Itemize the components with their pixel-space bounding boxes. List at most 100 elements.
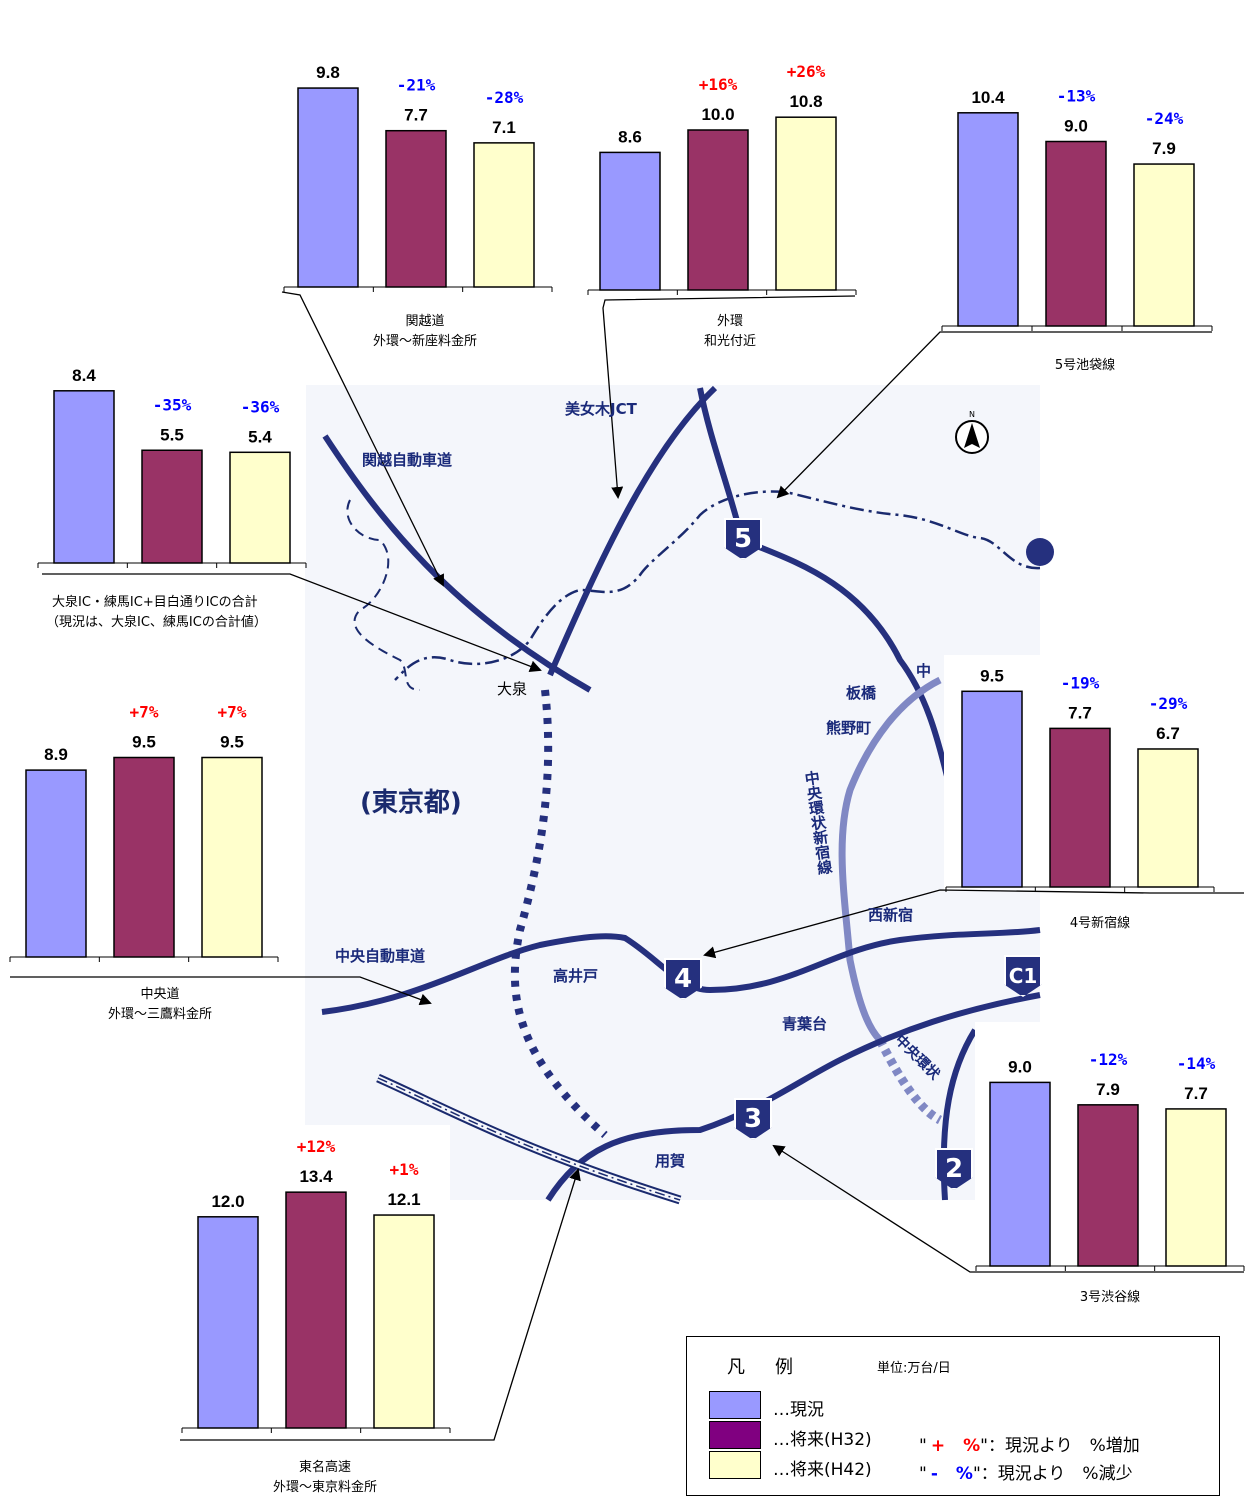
nishishinjuku-label: 西新宿 [868,906,914,924]
bar [1077,1104,1139,1267]
bar-value-label: 10.8 [789,92,822,111]
leader-line [772,1144,1244,1273]
bar [775,116,837,291]
change-label: -13% [1057,87,1096,106]
bar [1137,748,1199,888]
caption-line: 3号渋谷線 [1079,1290,1141,1305]
bar-value-label: 13.4 [299,1167,333,1186]
change-label: -28% [485,88,524,107]
bar-value-label: 8.6 [618,127,642,146]
kanetsu-expressway-label: 関越自動車道 [362,451,453,469]
bar-value-label: 10.4 [971,88,1005,107]
yoga-label: 用賀 [655,1152,686,1170]
chart-caption-tomei: 東名高速 外環～東京料金所 [230,1458,420,1498]
percent-sign: % [955,1464,973,1484]
c2-marker [1026,538,1054,566]
chart-4: 8.9 9.5 +7% 9.5 +7% [8,690,279,962]
bar [25,769,87,958]
change-label: +26% [787,62,826,81]
central-circular-route [838,676,942,1043]
leader-line [281,291,444,587]
bar-value-label: 8.9 [44,745,68,764]
region-label: (東京都) [360,788,462,818]
bar-value-label: 9.5 [220,733,244,752]
chart-2: 10.4 9.0 -13% 7.9 -24% [940,75,1215,331]
bar [385,129,447,288]
change-label: -19% [1061,673,1100,692]
route-5 [697,387,951,781]
chart-caption-route5: 5号池袋線 [1000,356,1170,376]
bar-value-label: 9.5 [980,666,1004,685]
change-label: +12% [297,1137,336,1156]
bar-value-label: 5.5 [160,425,184,444]
change-label: -12% [1089,1050,1128,1069]
caption-line: 5号池袋線 [1054,358,1116,373]
bar [1045,140,1107,327]
bar-value-label: 9.8 [316,63,340,82]
change-label: +7% [130,703,159,722]
gaikan-road [547,385,718,677]
bar-value-label: 9.0 [1064,117,1088,136]
bar [197,1216,259,1429]
chart-0: 9.8 7.7 -21% 7.1 -28% [282,40,553,300]
caption-line: 関越道 [405,314,445,329]
legend-label-current: …現況 [773,1400,824,1420]
central-circular-planned [875,1037,943,1125]
chart-caption-gaikan-wako: 外環 和光付近 [640,312,820,352]
bar [229,451,291,564]
leader-line [776,331,1212,499]
bar [113,756,175,958]
minus-sign: - [930,1464,938,1484]
bar [989,1081,1051,1267]
oizumi-label: 大泉 [497,680,528,698]
bar [961,690,1023,888]
bar-value-label: 6.7 [1156,724,1180,743]
leader-line [703,889,1244,959]
legend: 凡 例 単位:万台/日 …現況 …将来(H32) …将来(H42) " + %"：現… [686,1336,1220,1496]
gaikan-planned [510,689,608,1138]
quote-mark: " [919,1436,927,1456]
bar [297,87,359,288]
change-label: +16% [699,75,738,94]
legend-increase-note: " + %"：現況より %増加 [919,1431,1140,1456]
chart-caption-route3: 3号渋谷線 [1030,1288,1190,1308]
legend-decrease-note: " - %"：現況より %減少 [919,1459,1133,1484]
legend-title-b: 例 [775,1357,793,1378]
bar [1049,727,1111,888]
decrease-text: "：現況より %減少 [972,1464,1133,1484]
change-label: -14% [1177,1054,1216,1073]
bar-value-label: 12.0 [211,1192,244,1211]
bar-value-label: 9.5 [132,733,156,752]
bar [285,1191,347,1429]
change-label: -24% [1145,109,1184,128]
chart-caption-kanetsu: 関越道 外環～新座料金所 [330,312,520,352]
bar-value-label: 7.7 [404,106,428,125]
legend-label-h32: …将来(H32) [773,1430,872,1450]
leader-line [42,573,542,673]
bar-value-label: 8.4 [72,366,96,385]
bar-value-label: 12.1 [387,1190,420,1209]
legend-swatch-current [709,1391,761,1419]
caption-line: 大泉IC・練馬IC+目白通りICの合計 [52,595,258,610]
leader-line [10,976,432,1006]
bar [141,449,203,564]
chart-5: 9.5 7.7 -19% 6.7 -29% [944,655,1219,892]
change-label: +7% [218,703,247,722]
caption-line: 和光付近 [703,334,756,349]
railway-center [377,1077,681,1201]
leader-line [602,295,856,499]
north-label: N [969,410,975,419]
chart-1: 8.6 10.0 +16% 10.8 +26% [585,10,857,295]
legend-swatch-h32 [709,1421,761,1449]
chart-3: 8.4 5.5 -35% 5.4 -36% [36,360,307,568]
increase-text: "：現況より %増加 [980,1436,1140,1456]
legend-title-a: 凡 [727,1357,745,1378]
bar [53,390,115,564]
caption-line: 東名高速 [298,1460,351,1475]
takaido-label: 高井戸 [553,967,599,985]
change-label: -29% [1149,694,1188,713]
caption-line: 外環 [716,314,743,329]
route-c1-shield: C1 [1004,955,1042,997]
leader-line [180,1168,581,1441]
